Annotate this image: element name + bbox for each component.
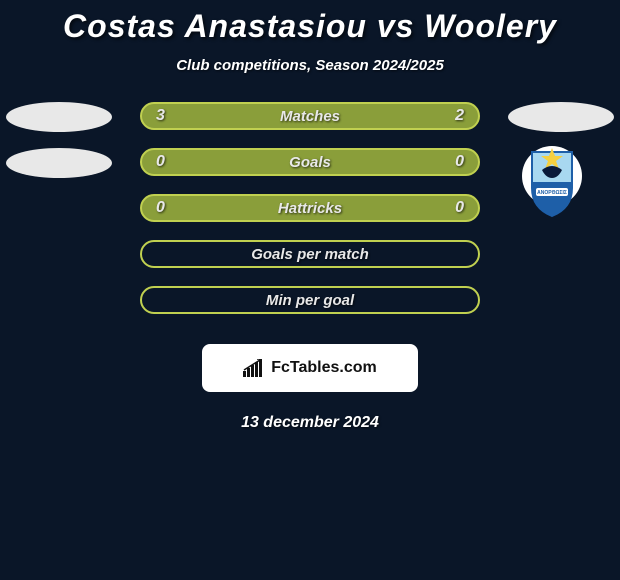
stat-value-left: 3 — [156, 107, 165, 125]
stat-label: Hattricks — [278, 200, 342, 217]
watermark-text: FcTables.com — [271, 359, 377, 377]
stat-label: Goals — [289, 154, 331, 171]
bars-icon — [243, 359, 265, 377]
stat-value-left: 0 — [156, 199, 165, 217]
stat-row: Goals per match — [0, 240, 620, 286]
stat-pill: Goals per match — [140, 240, 480, 268]
stat-pill: 0 Hattricks 0 — [140, 194, 480, 222]
watermark: FcTables.com — [202, 344, 418, 392]
stat-value-left: 0 — [156, 153, 165, 171]
stat-pill: 3 Matches 2 — [140, 102, 480, 130]
stat-value-right: 0 — [455, 199, 464, 217]
stats-area: 3Matches20Goals0ΑΝΟΡΘΩΣΙΣ0Hattricks0Goal… — [0, 102, 620, 332]
page-title: Costas Anastasiou vs Woolery — [0, 0, 620, 45]
stat-label: Goals per match — [251, 246, 369, 263]
stat-value-right: 2 — [455, 107, 464, 125]
team-badge-placeholder — [6, 148, 112, 178]
team-badge-placeholder — [508, 102, 614, 132]
stat-label: Min per goal — [266, 292, 354, 309]
stat-row: 0Goals0ΑΝΟΡΘΩΣΙΣ — [0, 148, 620, 194]
stat-row: Min per goal — [0, 286, 620, 332]
stat-pill: Min per goal — [140, 286, 480, 314]
stat-pill: 0 Goals 0 — [140, 148, 480, 176]
stat-label: Matches — [280, 108, 340, 125]
team-badge-placeholder — [6, 102, 112, 132]
stat-row: 3 Matches 2 — [0, 102, 620, 148]
page-subtitle: Club competitions, Season 2024/2025 — [0, 57, 620, 74]
stat-value-right: 0 — [455, 153, 464, 171]
stat-row: 0 Hattricks 0 — [0, 194, 620, 240]
date-label: 13 december 2024 — [0, 414, 620, 432]
